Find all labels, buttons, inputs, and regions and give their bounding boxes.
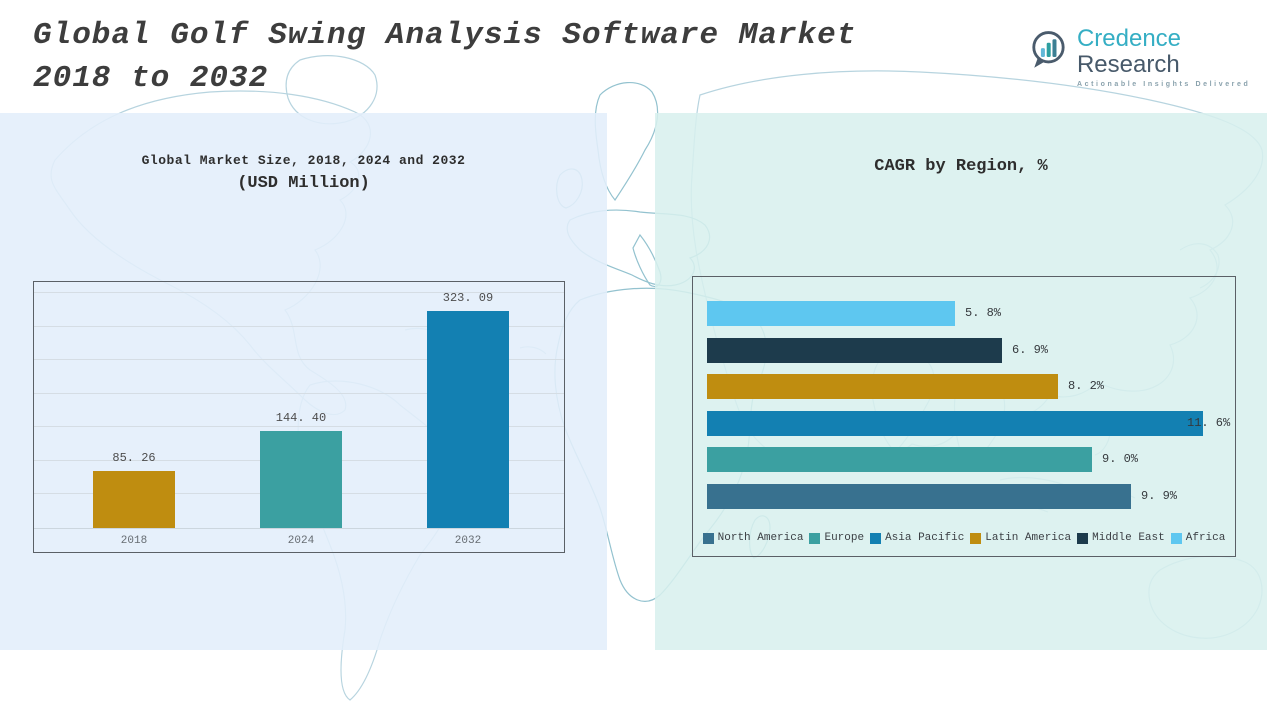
market-size-bar-2024: [260, 431, 342, 528]
page-title: Global Golf Swing Analysis Software Mark…: [33, 14, 856, 100]
page-title-line2: 2018 to 2032: [33, 61, 269, 96]
market-size-axis-label: 2032: [454, 535, 482, 547]
legend-label: Asia Pacific: [885, 532, 965, 544]
cagr-value-label: 6. 9%: [1012, 343, 1049, 357]
legend-swatch: [970, 532, 982, 544]
cagr-bar-north-america: [707, 484, 1131, 509]
market-size-axis-label: 2018: [120, 535, 148, 547]
cagr-value-label: 5. 8%: [965, 306, 1002, 320]
legend-swatch: [1077, 532, 1089, 544]
page-title-line1: Global Golf Swing Analysis Software Mark…: [33, 18, 857, 53]
cagr-bar-africa: [707, 301, 955, 326]
legend-item-latin-america: Latin America: [970, 532, 1071, 544]
gridline: [34, 392, 564, 394]
cagr-value-label: 11. 6%: [1187, 416, 1231, 430]
brand-logo-text: Credence Research Actionable Insights De…: [1076, 26, 1267, 89]
gridline: [34, 426, 564, 428]
legend-label: Latin America: [985, 532, 1072, 544]
cagr-bar-europe: [707, 447, 1092, 472]
legend-item-europe: Europe: [809, 532, 864, 544]
market-size-bar-2032: [427, 311, 509, 528]
market-size-chart-title-line2: (USD Million): [237, 174, 370, 193]
legend-swatch: [870, 532, 882, 544]
legend-swatch: [1170, 532, 1182, 544]
cagr-panel: CAGR by Region, % North America Europe Asi…: [655, 113, 1267, 650]
cagr-bar-middle-east: [707, 338, 1002, 363]
market-size-chart-title: Global Market Size, 2018, 2024 and 2032 …: [0, 153, 607, 193]
brand-tagline: Actionable Insights Delivered: [1076, 81, 1251, 88]
legend-item-north-america: North America: [702, 532, 804, 544]
cagr-value-label: 9. 0%: [1102, 452, 1139, 466]
legend-label: Middle East: [1092, 532, 1165, 544]
cagr-bar-asia-pacific: [707, 411, 1203, 436]
legend-item-middle-east: Middle East: [1077, 532, 1165, 544]
cagr-chart-title: CAGR by Region, %: [874, 157, 1048, 176]
cagr-bar-latin-america: [707, 374, 1058, 399]
market-size-value-label: 323. 09: [442, 291, 494, 305]
brand-name-primary: Credence: [1076, 25, 1182, 52]
cagr-value-label: 8. 2%: [1068, 379, 1105, 393]
bar-chart-circle-icon: [1032, 31, 1065, 68]
legend-item-asia-pacific: Asia Pacific: [870, 532, 964, 544]
legend-swatch: [702, 532, 714, 544]
market-size-axis-label: 2024: [287, 535, 315, 547]
market-size-chart: 85. 26 144. 40 323. 09 2018 2024 2032: [33, 281, 565, 553]
market-size-panel: Global Market Size, 2018, 2024 and 2032 …: [0, 113, 607, 650]
legend-label: Africa: [1185, 532, 1226, 544]
legend-label: Europe: [824, 532, 865, 544]
market-size-value-label: 144. 40: [275, 411, 327, 425]
cagr-value-label: 9. 9%: [1141, 489, 1178, 503]
market-size-plot-area: 85. 26 144. 40 323. 09: [34, 282, 564, 529]
gridline: [34, 292, 564, 294]
market-size-bar-2018: [93, 471, 175, 528]
legend-label: North America: [717, 532, 804, 544]
legend-swatch: [809, 532, 821, 544]
brand-logo: Credence Research Actionable Insights De…: [1028, 26, 1267, 88]
gridline: [34, 325, 564, 327]
cagr-legend: North America Europe Asia Pacific Latin Ame…: [693, 532, 1235, 544]
brand-name-secondary: Research: [1076, 51, 1180, 78]
brand-name: Credence Research: [1077, 26, 1267, 78]
cagr-chart: North America Europe Asia Pacific Latin Ame…: [692, 276, 1236, 557]
gridline: [34, 359, 564, 361]
legend-item-africa: Africa: [1170, 532, 1226, 544]
market-size-chart-title-line1: Global Market Size, 2018, 2024 and 2032: [141, 153, 466, 168]
market-size-value-label: 85. 26: [112, 451, 156, 465]
